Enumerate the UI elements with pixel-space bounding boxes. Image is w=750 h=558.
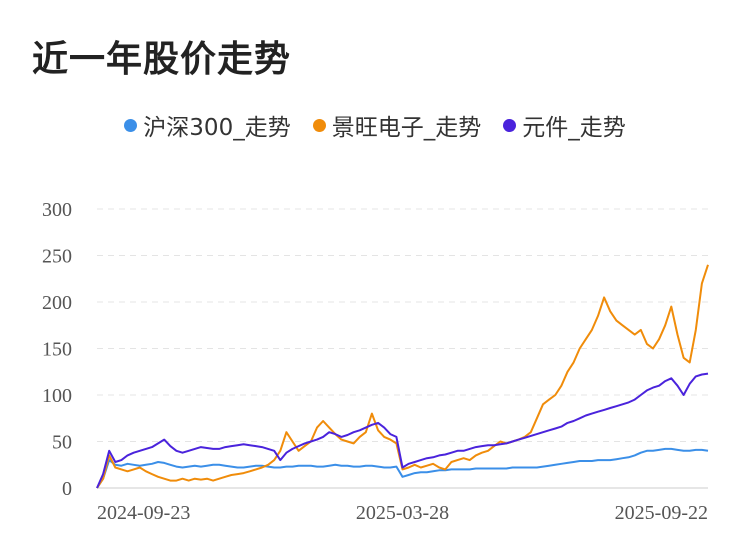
chart-title: 近一年股价走势 bbox=[32, 39, 292, 80]
x-axis: 2024-09-23 2025-03-28 2025-09-22 bbox=[97, 502, 708, 524]
y-tick-label: 250 bbox=[42, 246, 72, 268]
legend-label-hs300: 沪深300_走势 bbox=[143, 115, 291, 141]
y-tick-label: 150 bbox=[42, 339, 72, 361]
y-tick-label: 50 bbox=[52, 432, 72, 454]
series-lines bbox=[96, 264, 709, 489]
legend-label-jingwang: 景旺电子_走势 bbox=[331, 115, 482, 141]
series-line-1 bbox=[96, 264, 709, 489]
y-tick-label: 100 bbox=[42, 385, 72, 407]
legend-label-yuanjian: 元件_走势 bbox=[522, 115, 626, 141]
y-tick-label: 300 bbox=[42, 199, 72, 221]
x-tick-label: 2025-03-28 bbox=[356, 502, 449, 524]
legend-dot-yuanjian bbox=[503, 118, 517, 132]
chart-legend: 沪深300_走势 景旺电子_走势 元件_走势 bbox=[0, 108, 750, 142]
legend-item-hs300[interactable]: 沪深300_走势 bbox=[124, 108, 291, 142]
legend-dot-jingwang bbox=[312, 118, 326, 132]
y-axis: 0 50 100 150 200 250 300 bbox=[42, 199, 72, 500]
grid-lines bbox=[97, 208, 708, 489]
series-line-2 bbox=[96, 372, 709, 489]
legend-dot-hs300 bbox=[124, 118, 138, 132]
x-tick-label: 2025-09-22 bbox=[615, 502, 708, 524]
y-tick-label: 0 bbox=[62, 478, 72, 500]
y-tick-label: 200 bbox=[42, 292, 72, 314]
series-line-0 bbox=[96, 447, 709, 489]
x-tick-label: 2024-09-23 bbox=[97, 502, 190, 524]
legend-item-yuanjian[interactable]: 元件_走势 bbox=[503, 108, 626, 142]
legend-item-jingwang[interactable]: 景旺电子_走势 bbox=[312, 108, 482, 142]
